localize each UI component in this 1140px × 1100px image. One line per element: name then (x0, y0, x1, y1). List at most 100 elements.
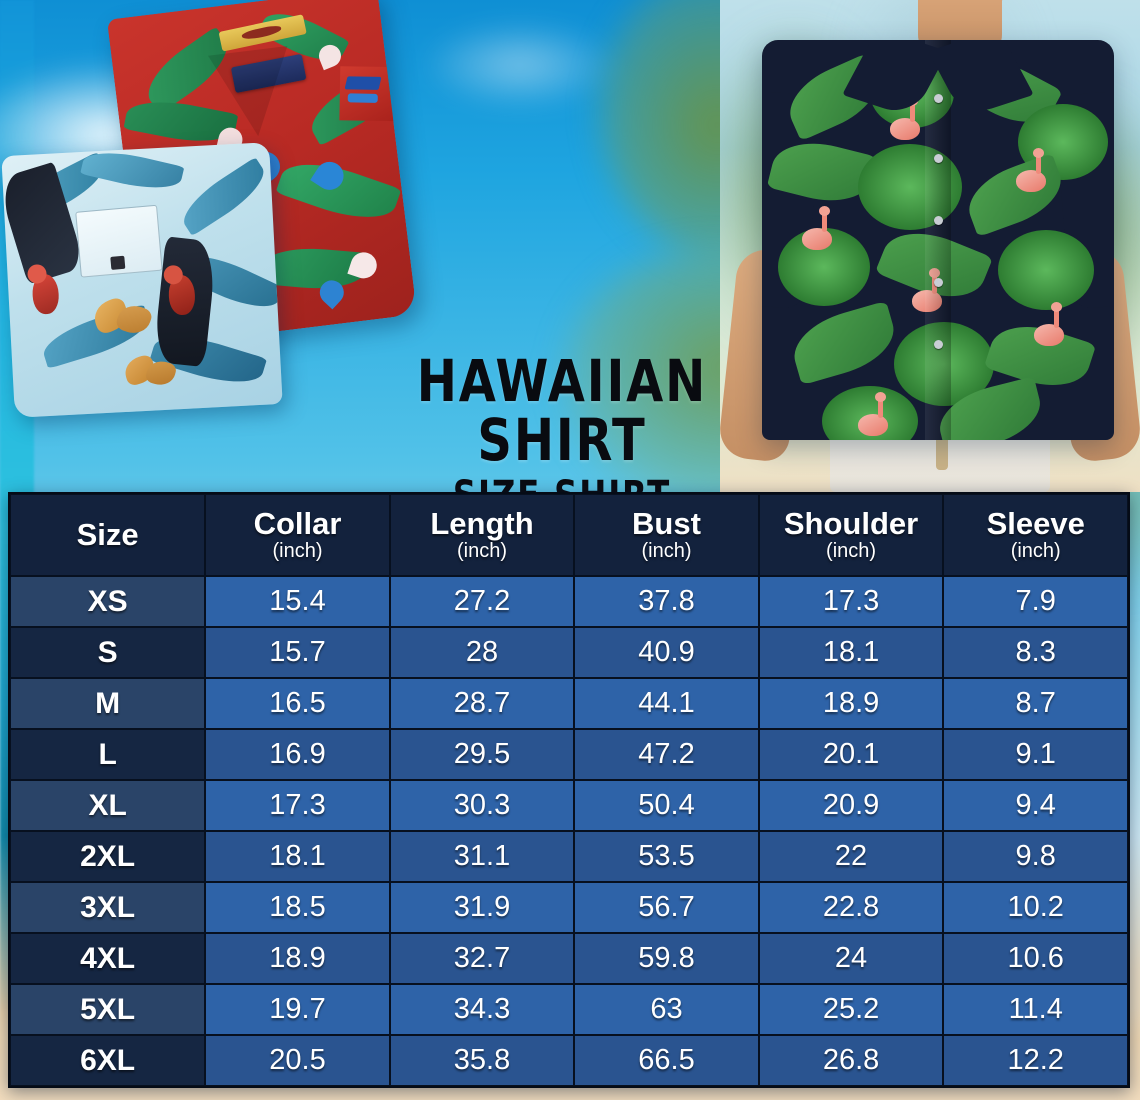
size-cell: M (10, 678, 206, 729)
table-row: 2XL 18.1 31.1 53.5 22 9.8 (10, 831, 1128, 882)
size-cell: S (10, 627, 206, 678)
collar-cell: 20.5 (205, 1035, 390, 1086)
collar-cell: 19.7 (205, 984, 390, 1035)
shirt-button-placket (925, 40, 951, 440)
bust-cell: 56.7 (574, 882, 759, 933)
header-sub-sleeve: (inch) (1010, 540, 1061, 563)
column-header-sleeve: Sleeve (inch) (943, 494, 1128, 576)
shoulder-cell: 18.1 (758, 627, 944, 678)
header-sub-length: (inch) (457, 540, 508, 563)
sleeve-cell: 10.6 (943, 933, 1128, 984)
bust-cell: 47.2 (574, 729, 759, 780)
size-cell: XL (10, 780, 206, 831)
table-row: 6XL 20.5 35.8 66.5 26.8 12.2 (10, 1035, 1128, 1086)
header-sub-collar: (inch) (272, 540, 323, 563)
column-header-collar: Collar (inch) (205, 494, 390, 576)
column-header-shoulder: Shoulder (inch) (758, 494, 944, 576)
bust-cell: 50.4 (574, 780, 759, 831)
header-main-size: Size (76, 516, 139, 552)
shirt-button-1 (934, 94, 943, 103)
length-cell: 35.8 (389, 1035, 575, 1086)
sleeve-cell: 10.2 (943, 882, 1128, 933)
collar-cell: 18.9 (205, 933, 390, 984)
table-row: M 16.5 28.7 44.1 18.9 8.7 (10, 678, 1128, 729)
bust-cell: 59.8 (574, 933, 759, 984)
bust-cell: 37.8 (574, 576, 759, 627)
collar-cell: 18.1 (205, 831, 390, 882)
header-main-shoulder: Shoulder (783, 505, 919, 541)
header-sub-shoulder: (inch) (826, 540, 877, 563)
header-row: Size Collar (inch) Length (inch) Bust (i… (10, 494, 1128, 576)
length-cell: 28 (389, 627, 575, 678)
header-sub-bust: (inch) (641, 540, 692, 563)
collar-cell: 16.5 (205, 678, 390, 729)
sleeve-cell: 8.7 (943, 678, 1128, 729)
cloud-3 (420, 20, 620, 110)
shoulder-cell: 22.8 (758, 882, 944, 933)
bust-cell: 44.1 (574, 678, 759, 729)
title-line-1: HAWAIIAN SHIRT (416, 347, 708, 475)
shoulder-cell: 17.3 (758, 576, 944, 627)
sleeve-cell: 11.4 (943, 984, 1128, 1035)
size-cell: 3XL (10, 882, 206, 933)
length-cell: 30.3 (389, 780, 575, 831)
length-cell: 29.5 (389, 729, 575, 780)
blue-shirt-pocket (75, 204, 163, 278)
collar-cell: 15.7 (205, 627, 390, 678)
size-cell: 4XL (10, 933, 206, 984)
shoulder-cell: 25.2 (758, 984, 944, 1035)
size-chart-body: XS 15.4 27.2 37.8 17.3 7.9 S 15.7 28 40.9 18.1 8.3 M… (10, 576, 1128, 1086)
sleeve-cell: 12.2 (943, 1035, 1128, 1086)
light-blue-parrot-shirt (1, 142, 283, 418)
bust-cell: 53.5 (574, 831, 759, 882)
table-row: 5XL 19.7 34.3 63 25.2 11.4 (10, 984, 1128, 1035)
shirt-button-2 (934, 154, 943, 163)
size-cell: 5XL (10, 984, 206, 1035)
size-cell: L (10, 729, 206, 780)
bust-cell: 63 (574, 984, 759, 1035)
collar-cell: 15.4 (205, 576, 390, 627)
shoulder-cell: 20.1 (758, 729, 944, 780)
size-chart-header: Size Collar (inch) Length (inch) Bust (i… (10, 494, 1128, 576)
sleeve-cell: 9.4 (943, 780, 1128, 831)
model-photo (720, 0, 1140, 492)
shoulder-cell: 18.9 (758, 678, 944, 729)
bust-cell: 40.9 (574, 627, 759, 678)
length-cell: 31.9 (389, 882, 575, 933)
collar-cell: 16.9 (205, 729, 390, 780)
size-cell: 6XL (10, 1035, 206, 1086)
sleeve-cell: 7.9 (943, 576, 1128, 627)
column-header-length: Length (inch) (389, 494, 575, 576)
navy-flamingo-shirt (762, 40, 1114, 440)
table-row: XS 15.4 27.2 37.8 17.3 7.9 (10, 576, 1128, 627)
length-cell: 32.7 (389, 933, 575, 984)
shoulder-cell: 24 (758, 933, 944, 984)
collar-cell: 17.3 (205, 780, 390, 831)
table-row: L 16.9 29.5 47.2 20.1 9.1 (10, 729, 1128, 780)
sleeve-cell: 9.8 (943, 831, 1128, 882)
bust-cell: 66.5 (574, 1035, 759, 1086)
size-chart-table: Size Collar (inch) Length (inch) Bust (i… (8, 492, 1130, 1088)
shoulder-cell: 22 (758, 831, 944, 882)
table-row: 3XL 18.5 31.9 56.7 22.8 10.2 (10, 882, 1128, 933)
table-row: S 15.7 28 40.9 18.1 8.3 (10, 627, 1128, 678)
shirt-button-3 (934, 216, 943, 225)
shirt-button-4 (934, 278, 943, 287)
shirt-button-5 (934, 340, 943, 349)
column-header-size: Size (10, 494, 206, 576)
sleeve-cell: 8.3 (943, 627, 1128, 678)
length-cell: 27.2 (389, 576, 575, 627)
header-main-bust: Bust (632, 505, 701, 541)
shoulder-cell: 26.8 (758, 1035, 944, 1086)
length-cell: 34.3 (389, 984, 575, 1035)
red-shirt-logo-patch (339, 66, 395, 122)
column-header-bust: Bust (inch) (574, 494, 759, 576)
table-row: XL 17.3 30.3 50.4 20.9 9.4 (10, 780, 1128, 831)
size-cell: XS (10, 576, 206, 627)
size-cell: 2XL (10, 831, 206, 882)
header-main-sleeve: Sleeve (986, 505, 1085, 541)
table-row: 4XL 18.9 32.7 59.8 24 10.6 (10, 933, 1128, 984)
length-cell: 31.1 (389, 831, 575, 882)
collar-cell: 18.5 (205, 882, 390, 933)
header-main-length: Length (430, 505, 534, 541)
